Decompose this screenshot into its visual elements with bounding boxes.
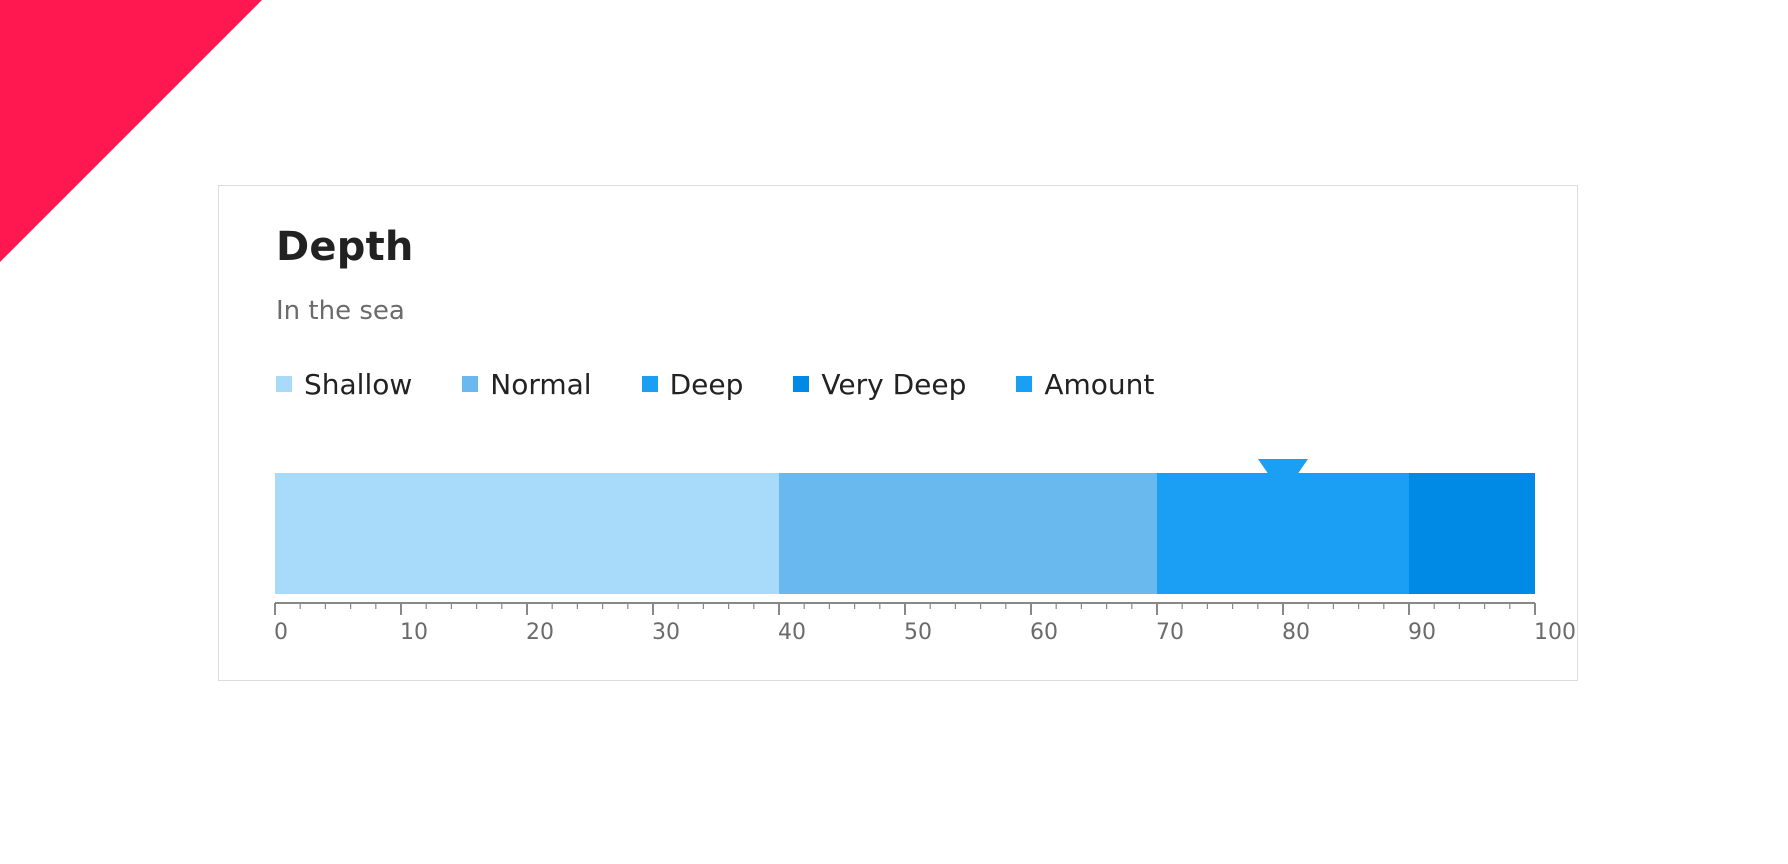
x-axis-tick-label-40: 40: [778, 620, 806, 645]
range-band-very-deep: [1409, 473, 1535, 594]
x-axis-tick-label-10: 10: [400, 620, 428, 645]
range-band-deep: [1157, 473, 1409, 594]
x-axis-tick-label-70: 70: [1156, 620, 1184, 645]
x-axis-tick-label-30: 30: [652, 620, 680, 645]
x-axis-tick-label-100: 100: [1534, 620, 1576, 645]
chart-card: Depth In the sea Shallow Normal Deep Ver…: [218, 185, 1578, 681]
range-band-shallow: [275, 473, 779, 594]
x-axis-tick-label-20: 20: [526, 620, 554, 645]
x-axis-tick-label-60: 60: [1030, 620, 1058, 645]
x-axis-tick-label-80: 80: [1282, 620, 1310, 645]
range-band-normal: [779, 473, 1157, 594]
bullet-chart-plot: 0 10 20 30 40 50 60 70 80 90 100: [219, 186, 1579, 682]
x-axis-tick-label-90: 90: [1408, 620, 1436, 645]
x-axis-tick-label-0: 0: [274, 620, 288, 645]
target-marker-amount: [1258, 459, 1308, 475]
x-axis-tick-label-50: 50: [904, 620, 932, 645]
